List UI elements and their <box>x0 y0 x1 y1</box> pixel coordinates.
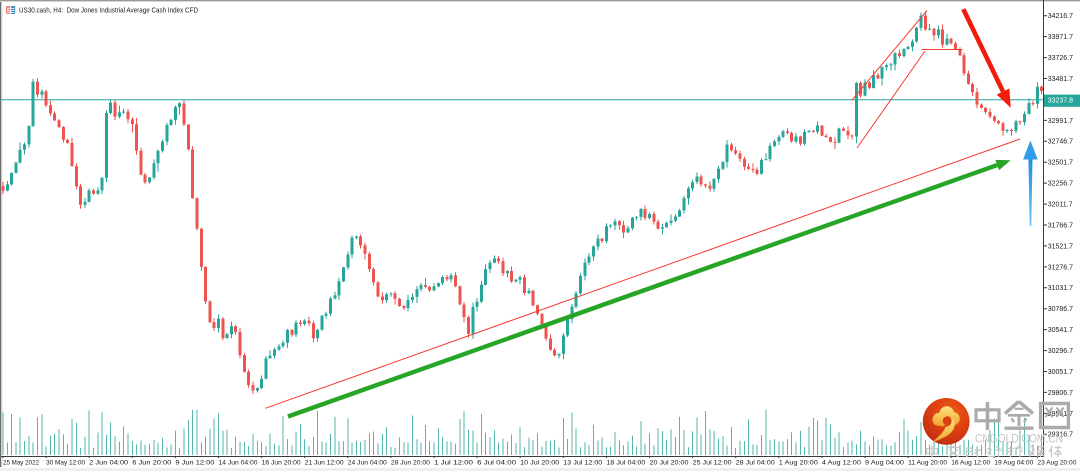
svg-text:16 Aug 12:00: 16 Aug 12:00 <box>951 460 990 467</box>
svg-text:30 May 12:00: 30 May 12:00 <box>46 460 85 467</box>
svg-text:29316.7: 29316.7 <box>1048 432 1073 439</box>
svg-text:19 Aug 04:00: 19 Aug 04:00 <box>994 460 1033 467</box>
svg-text:30541.7: 30541.7 <box>1048 327 1073 334</box>
svg-text:23 Aug 20:00: 23 Aug 20:00 <box>1037 460 1076 467</box>
svg-text:11 Aug 20:00: 11 Aug 20:00 <box>908 460 947 467</box>
svg-text:32501.7: 32501.7 <box>1048 160 1073 167</box>
svg-text:2 Jun 04:00: 2 Jun 04:00 <box>89 460 128 467</box>
svg-text:1 Jul 12:00: 1 Jul 12:00 <box>434 460 473 467</box>
svg-text:31031.7: 31031.7 <box>1048 285 1073 292</box>
svg-text:18 Jul 04:00: 18 Jul 04:00 <box>606 460 645 467</box>
svg-text:16 Jun 20:00: 16 Jun 20:00 <box>262 460 301 467</box>
svg-text:30296.7: 30296.7 <box>1048 348 1073 355</box>
svg-text:4 Aug 12:00: 4 Aug 12:00 <box>822 460 861 467</box>
svg-text:US30.cash, H4: Dow Jones Indu: US30.cash, H4: Dow Jones Industrial Aver… <box>19 5 198 14</box>
svg-text:32746.7: 32746.7 <box>1048 139 1073 146</box>
svg-text:9 Jun 12:00: 9 Jun 12:00 <box>175 460 214 467</box>
svg-text:6 Jun 20:00: 6 Jun 20:00 <box>132 460 171 467</box>
svg-text:28 Jul 04:00: 28 Jul 04:00 <box>736 460 775 467</box>
svg-text:32256.7: 32256.7 <box>1048 181 1073 188</box>
svg-text:13 Jul 12:00: 13 Jul 12:00 <box>563 460 602 467</box>
svg-text:29806.7: 29806.7 <box>1048 390 1073 397</box>
svg-text:31276.7: 31276.7 <box>1048 264 1073 271</box>
svg-text:33726.7: 33726.7 <box>1048 55 1073 62</box>
svg-text:14 Jun 04:00: 14 Jun 04:00 <box>219 460 258 467</box>
svg-text:20 Jul 20:00: 20 Jul 20:00 <box>650 460 689 467</box>
svg-text:28 Jun 20:00: 28 Jun 20:00 <box>391 460 430 467</box>
svg-text:CNGOLD.COM.CN: CNGOLD.COM.CN <box>975 434 1063 446</box>
svg-text:1 Aug 20:00: 1 Aug 20:00 <box>779 460 818 467</box>
svg-text:34216.7: 34216.7 <box>1048 13 1073 20</box>
svg-text:25 Jul 12:00: 25 Jul 12:00 <box>693 460 732 467</box>
svg-text:30786.7: 30786.7 <box>1048 306 1073 313</box>
svg-text:33481.7: 33481.7 <box>1048 76 1073 83</box>
svg-text:32991.7: 32991.7 <box>1048 118 1073 125</box>
svg-text:25 May 2022: 25 May 2022 <box>3 460 39 467</box>
svg-text:9 Aug 04:00: 9 Aug 04:00 <box>865 460 904 467</box>
svg-text:10 Jul 20:00: 10 Jul 20:00 <box>520 460 559 467</box>
svg-text:24 Jun 04:00: 24 Jun 04:00 <box>348 460 387 467</box>
svg-text:31521.7: 31521.7 <box>1048 243 1073 250</box>
svg-text:33237.8: 33237.8 <box>1048 98 1073 105</box>
svg-text:33971.7: 33971.7 <box>1048 34 1073 41</box>
svg-text:6 Jul 04:00: 6 Jul 04:00 <box>477 460 516 467</box>
svg-text:32011.7: 32011.7 <box>1048 202 1073 209</box>
svg-text:30051.7: 30051.7 <box>1048 369 1073 376</box>
svg-text:31766.7: 31766.7 <box>1048 222 1073 229</box>
svg-text:21 Jun 12:00: 21 Jun 12:00 <box>305 460 344 467</box>
